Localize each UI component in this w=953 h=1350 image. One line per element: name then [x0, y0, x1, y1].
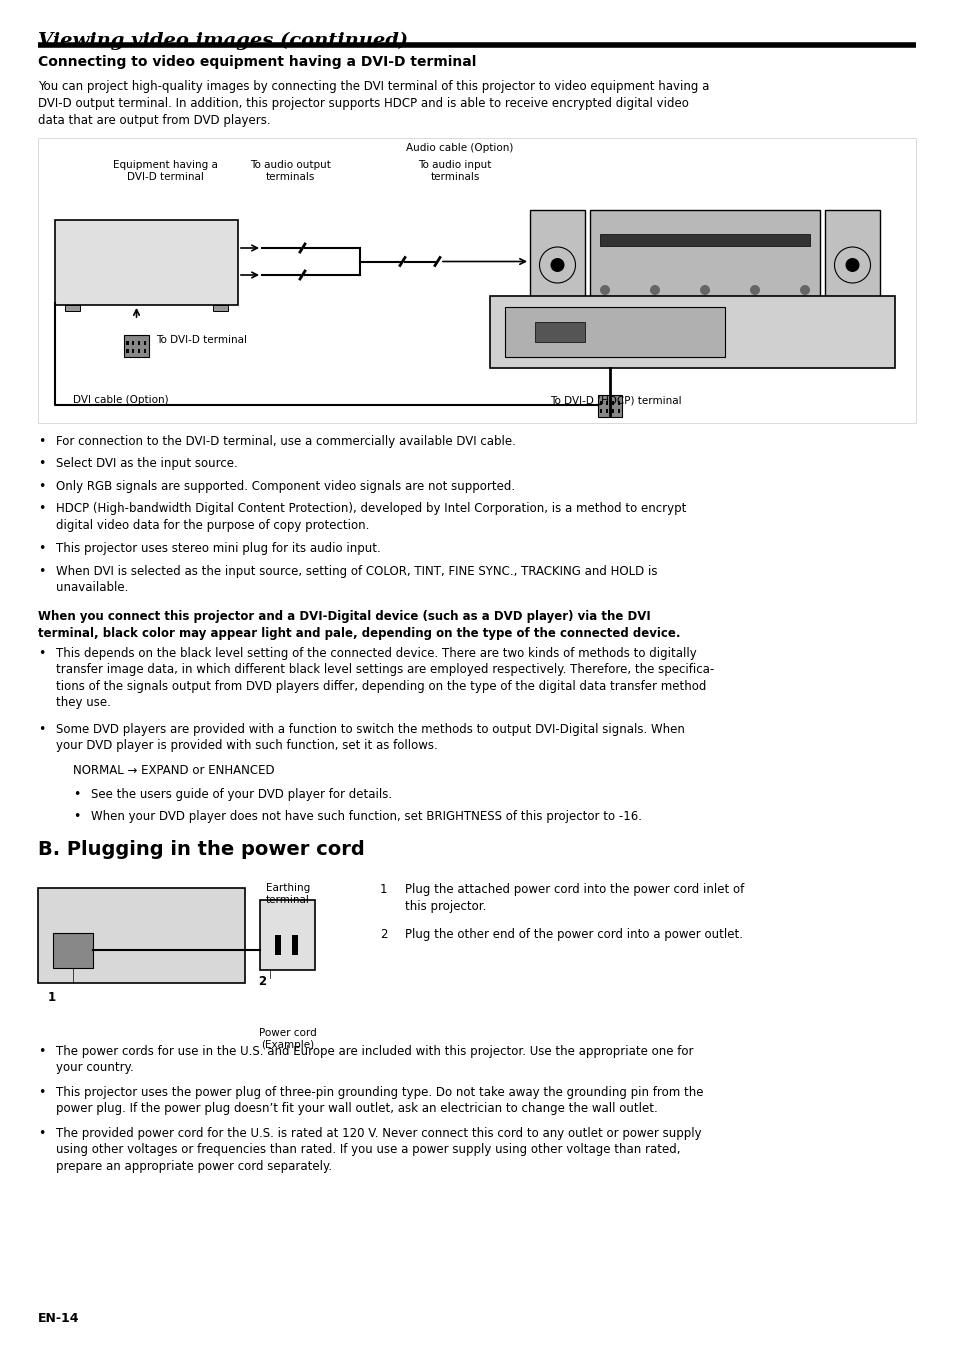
- Text: •: •: [38, 543, 46, 555]
- Text: Select DVI as the input source.: Select DVI as the input source.: [56, 458, 237, 471]
- Text: •: •: [38, 647, 46, 660]
- Bar: [598, 396, 621, 417]
- Text: You can project high-quality images by connecting the DVI terminal of this proje: You can project high-quality images by c…: [38, 80, 709, 127]
- Text: •: •: [38, 481, 46, 493]
- Text: •: •: [38, 1127, 46, 1139]
- Text: 1: 1: [379, 883, 387, 896]
- Text: •: •: [73, 810, 80, 824]
- Text: •: •: [38, 1045, 46, 1058]
- Text: This projector uses stereo mini plug for its audio input.: This projector uses stereo mini plug for…: [56, 543, 380, 555]
- Bar: [144, 340, 147, 344]
- Bar: [599, 401, 601, 405]
- Text: HDCP (High-bandwidth Digital Content Protection), developed by Intel Corporation: HDCP (High-bandwidth Digital Content Pro…: [56, 502, 685, 532]
- Bar: [38, 888, 245, 983]
- Text: For connection to the DVI-D terminal, use a commercially available DVI cable.: For connection to the DVI-D terminal, us…: [56, 435, 516, 448]
- Text: Earthing
terminal: Earthing terminal: [266, 883, 310, 905]
- Circle shape: [550, 258, 564, 271]
- Bar: [605, 409, 607, 413]
- Circle shape: [599, 285, 609, 296]
- Bar: [605, 401, 607, 405]
- Text: The power cords for use in the U.S. and Europe are included with this projector.: The power cords for use in the U.S. and …: [56, 1045, 693, 1075]
- Text: Viewing video images (continued): Viewing video images (continued): [38, 32, 408, 50]
- Bar: [38, 138, 915, 423]
- Bar: [530, 211, 584, 320]
- Text: The provided power cord for the U.S. is rated at 120 V. Never connect this cord : The provided power cord for the U.S. is …: [56, 1127, 700, 1173]
- Text: •: •: [38, 1085, 46, 1099]
- Bar: [213, 305, 228, 310]
- Circle shape: [749, 285, 760, 296]
- Text: Audio cable (Option): Audio cable (Option): [406, 143, 513, 153]
- Text: 2: 2: [257, 975, 266, 988]
- Text: To DVI-D terminal: To DVI-D terminal: [156, 335, 247, 346]
- Bar: [599, 234, 809, 246]
- Text: NORMAL → EXPAND or ENHANCED: NORMAL → EXPAND or ENHANCED: [73, 764, 274, 778]
- Bar: [260, 900, 314, 971]
- Text: Some DVD players are provided with a function to switch the methods to output DV: Some DVD players are provided with a fun…: [56, 724, 684, 752]
- Bar: [599, 409, 601, 413]
- Bar: [125, 335, 149, 356]
- Bar: [274, 936, 281, 954]
- Text: Plug the other end of the power cord into a power outlet.: Plug the other end of the power cord int…: [405, 927, 742, 941]
- Text: See the users guide of your DVD player for details.: See the users guide of your DVD player f…: [91, 788, 392, 801]
- Text: EN-14: EN-14: [38, 1312, 79, 1324]
- Bar: [292, 936, 297, 954]
- Circle shape: [700, 285, 709, 296]
- Bar: [127, 340, 129, 344]
- Bar: [589, 211, 820, 320]
- Text: •: •: [38, 724, 46, 736]
- Text: This depends on the black level setting of the connected device. There are two k: This depends on the black level setting …: [56, 647, 714, 710]
- Bar: [618, 409, 619, 413]
- Bar: [138, 348, 140, 352]
- Bar: [490, 296, 894, 369]
- Text: To audio output
terminals: To audio output terminals: [250, 161, 330, 182]
- Text: To audio input
terminals: To audio input terminals: [417, 161, 491, 182]
- Circle shape: [844, 258, 859, 271]
- Bar: [535, 323, 584, 342]
- Text: DVI cable (Option): DVI cable (Option): [73, 396, 169, 405]
- Text: When your DVD player does not have such function, set BRIGHTNESS of this project: When your DVD player does not have such …: [91, 810, 641, 824]
- Bar: [127, 348, 129, 352]
- Text: •: •: [38, 458, 46, 471]
- Text: To DVI-D (HDCP) terminal: To DVI-D (HDCP) terminal: [550, 396, 680, 405]
- Bar: [612, 409, 614, 413]
- Bar: [824, 211, 879, 320]
- Bar: [55, 220, 237, 305]
- Circle shape: [649, 285, 659, 296]
- Bar: [65, 305, 80, 310]
- Text: When you connect this projector and a DVI-Digital device (such as a DVD player) : When you connect this projector and a DV…: [38, 610, 679, 640]
- Text: 1: 1: [48, 991, 56, 1004]
- Text: Equipment having a
DVI-D terminal: Equipment having a DVI-D terminal: [112, 161, 217, 182]
- Text: •: •: [73, 788, 80, 801]
- Bar: [53, 933, 92, 968]
- Text: This projector uses the power plug of three-pin grounding type. Do not take away: This projector uses the power plug of th…: [56, 1085, 702, 1115]
- Text: Only RGB signals are supported. Component video signals are not supported.: Only RGB signals are supported. Componen…: [56, 481, 515, 493]
- Text: Connecting to video equipment having a DVI-D terminal: Connecting to video equipment having a D…: [38, 55, 476, 69]
- Bar: [612, 401, 614, 405]
- Bar: [504, 306, 724, 358]
- Circle shape: [800, 285, 809, 296]
- Text: When DVI is selected as the input source, setting of COLOR, TINT, FINE SYNC., TR: When DVI is selected as the input source…: [56, 566, 657, 594]
- Bar: [132, 340, 134, 344]
- Text: •: •: [38, 566, 46, 578]
- Text: 2: 2: [379, 927, 387, 941]
- Text: Power cord
(Example): Power cord (Example): [259, 1027, 316, 1049]
- Bar: [618, 401, 619, 405]
- Text: B. Plugging in the power cord: B. Plugging in the power cord: [38, 840, 364, 859]
- Text: •: •: [38, 435, 46, 448]
- Bar: [138, 340, 140, 344]
- Text: •: •: [38, 502, 46, 516]
- Bar: [144, 348, 147, 352]
- Text: Plug the attached power cord into the power cord inlet of
this projector.: Plug the attached power cord into the po…: [405, 883, 743, 913]
- Bar: [132, 348, 134, 352]
